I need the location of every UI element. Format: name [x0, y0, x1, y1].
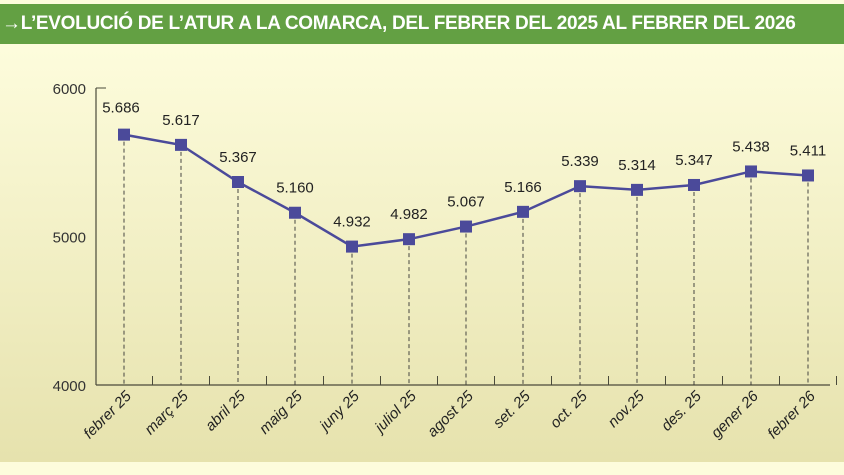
data-label: 4.982	[390, 206, 428, 223]
data-label: 5.160	[276, 180, 314, 197]
x-tick-label: oct. 25	[547, 387, 591, 431]
data-point	[688, 178, 700, 191]
y-tick-label: 6000	[53, 81, 86, 98]
y-tick-label: 4000	[53, 378, 86, 395]
x-tick-label: gener 26	[708, 387, 762, 441]
data-point	[118, 128, 130, 141]
data-label: 5.067	[447, 194, 485, 211]
x-tick-label: abril 25	[202, 387, 249, 434]
x-tick-label: juny 25	[315, 387, 363, 435]
data-point	[289, 206, 301, 219]
data-label: 5.617	[162, 112, 200, 129]
data-point	[346, 240, 358, 253]
data-point	[631, 183, 643, 196]
data-point	[802, 169, 814, 182]
data-label: 5.438	[732, 138, 770, 155]
data-point	[460, 220, 472, 233]
data-point	[574, 180, 586, 193]
x-tick-label: maig 25	[256, 387, 306, 437]
x-tick-label: març 25	[141, 387, 192, 438]
data-label: 5.686	[102, 100, 140, 117]
x-tick-label: set. 25	[490, 387, 534, 431]
data-label: 5.339	[561, 153, 599, 170]
x-tick-label: des. 25	[658, 387, 705, 434]
data-point	[175, 138, 187, 151]
data-point	[517, 205, 529, 218]
data-label: 5.367	[219, 149, 257, 166]
data-point	[232, 176, 244, 189]
x-tick-label: nov.25	[605, 387, 649, 431]
data-label: 5.411	[790, 142, 826, 159]
data-label: 5.347	[675, 152, 713, 169]
x-tick-label: febrer 25	[80, 387, 135, 442]
footer-band	[0, 462, 844, 475]
chart-title: →L’EVOLUCIÓ DE L’ATUR A LA COMARCA, DEL …	[0, 4, 844, 44]
x-tick-label: juliol 25	[370, 387, 420, 437]
data-point	[745, 165, 757, 178]
data-label: 5.166	[504, 179, 542, 196]
data-label: 4.932	[333, 214, 371, 231]
chart-panel	[0, 48, 844, 462]
data-label: 5.314	[618, 157, 656, 174]
data-point	[403, 233, 415, 246]
y-tick-label: 5000	[53, 230, 86, 247]
x-tick-label: febrer 26	[764, 387, 819, 442]
x-tick-label: agost 25	[424, 387, 477, 440]
